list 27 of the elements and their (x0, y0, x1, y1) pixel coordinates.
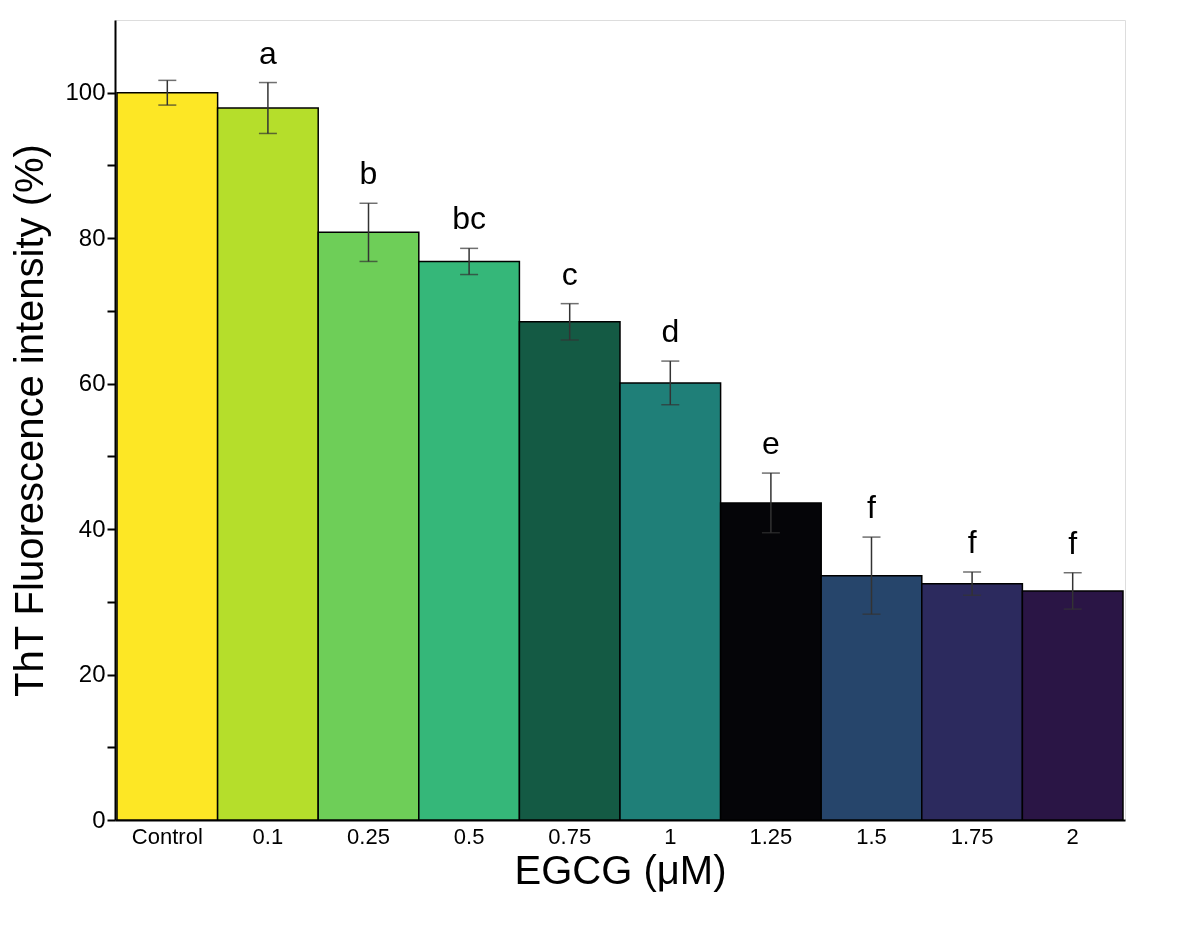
x-axis-title: EGCG (μM) (514, 847, 727, 892)
x-tick-label: 0.75 (548, 823, 592, 849)
y-axis-title: ThT Fluorescence intensity (%) (7, 144, 52, 697)
annotation: b (359, 155, 378, 192)
y-tick-label: 100 (65, 78, 106, 106)
annotation: f (967, 524, 977, 560)
annotation: f (1068, 524, 1078, 561)
annotation: a (259, 34, 278, 71)
x-tick-label: 1 (664, 823, 677, 849)
annotation: e (762, 425, 780, 462)
annotation: d (661, 313, 680, 350)
y-tick-label: 0 (92, 805, 106, 833)
y-tick-label: 40 (78, 514, 106, 542)
annotation: c (561, 255, 578, 292)
annotation: bc (452, 200, 486, 237)
x-tick-label: Control (131, 823, 203, 849)
y-tick-label: 20 (78, 660, 106, 688)
x-tick-label: 1.25 (749, 823, 793, 849)
x-tick-label: 0.5 (453, 823, 485, 849)
annotation: f (867, 489, 877, 526)
x-tick-label: 1.75 (950, 823, 994, 849)
y-tick-label: 60 (78, 369, 106, 397)
x-tick-label: 2 (1066, 823, 1079, 849)
x-tick-label: 1.5 (856, 823, 887, 849)
y-tick-label: 80 (78, 223, 106, 251)
x-tick-label: 0.25 (347, 823, 390, 849)
x-tick-label: 0.1 (252, 823, 284, 849)
